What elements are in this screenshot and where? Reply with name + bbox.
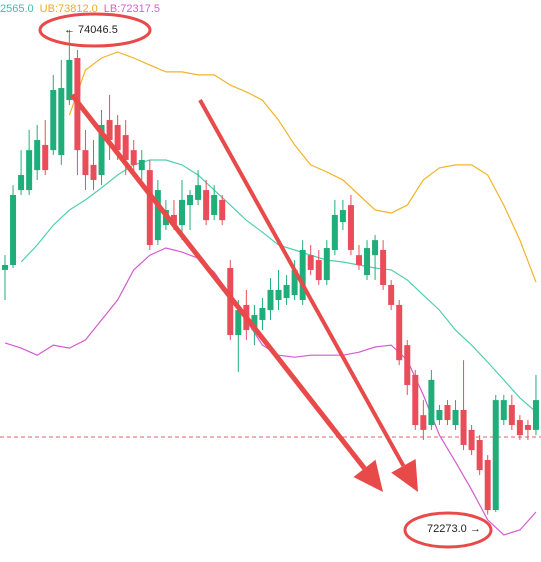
band-line <box>68 51 537 283</box>
candle-body <box>130 150 137 165</box>
candle-body <box>428 379 435 425</box>
candle-body <box>50 89 57 151</box>
arrow-head <box>391 459 418 492</box>
arrow-line <box>198 99 406 467</box>
candle-body <box>508 405 515 425</box>
candle-body <box>138 159 145 171</box>
candle-body <box>219 199 226 221</box>
candle-body <box>10 194 17 266</box>
candle-body <box>170 214 177 226</box>
legend-entry: LB:72317.5 <box>104 3 160 15</box>
candle-body <box>58 88 65 156</box>
candle-body <box>267 289 274 311</box>
candle-body <box>82 150 89 176</box>
candle-body <box>516 420 523 436</box>
low-label: 72273.0 → <box>427 523 481 535</box>
candle-body <box>66 59 73 101</box>
candle-body <box>98 124 105 176</box>
candle-body <box>18 175 25 191</box>
candle-body <box>339 210 346 223</box>
candle-body <box>355 255 362 266</box>
candle-body <box>524 424 531 430</box>
candle-body <box>372 240 379 256</box>
candle-body <box>364 248 371 276</box>
candle-body <box>468 429 475 451</box>
candle-body <box>251 315 258 331</box>
candle-body <box>106 120 113 141</box>
candle-body <box>34 140 41 171</box>
candle-body <box>227 268 234 336</box>
candle-body <box>420 415 427 430</box>
candle-body <box>388 284 395 305</box>
candle-body <box>291 269 298 296</box>
highlight-ellipse <box>38 12 152 48</box>
candle-body <box>154 190 161 241</box>
candle-body <box>396 304 403 361</box>
candle-body <box>323 248 330 281</box>
highlight-ellipse <box>403 511 493 549</box>
candle-body <box>283 284 290 299</box>
candle-body <box>275 289 282 301</box>
candle-body <box>307 255 314 270</box>
candle-body <box>532 400 539 430</box>
candle-body <box>114 124 121 151</box>
candle-body <box>500 400 507 421</box>
candle-body <box>444 405 451 421</box>
candle-body <box>195 185 202 200</box>
candle-body <box>211 194 218 215</box>
candle-body <box>2 265 8 270</box>
candle-body <box>235 310 242 336</box>
legend-entry: UB:73812.0 <box>40 3 98 15</box>
candle-body <box>259 307 266 320</box>
candle-body <box>436 409 443 421</box>
candle-body <box>178 199 185 226</box>
candle-body <box>380 249 387 285</box>
plot-area: 2565.0 UB:73812.0 LB:72317.5 ← 74046.5 72273… <box>0 3 541 536</box>
arrow-head <box>353 459 383 492</box>
candle-body <box>203 190 210 221</box>
candle-body <box>90 164 97 180</box>
candle-body <box>492 400 499 511</box>
candle-body <box>404 345 411 386</box>
candle-body <box>476 440 483 471</box>
legend-entry: 2565.0 <box>0 3 34 15</box>
candle-body <box>315 260 322 281</box>
candle-body <box>26 150 33 191</box>
high-label: ← 74046.5 <box>64 24 118 36</box>
candle-body <box>42 144 49 171</box>
candle-body <box>299 249 306 301</box>
candle-body <box>331 214 338 250</box>
candle-body <box>412 374 419 425</box>
candle-body <box>484 459 491 511</box>
arrow-line <box>70 93 367 470</box>
candle-body <box>187 194 194 206</box>
annotations <box>38 12 493 549</box>
candle-body <box>122 135 129 160</box>
candle-body <box>146 170 153 246</box>
candle-body <box>347 205 354 250</box>
candle-body <box>452 409 459 425</box>
candle-body <box>460 409 467 445</box>
